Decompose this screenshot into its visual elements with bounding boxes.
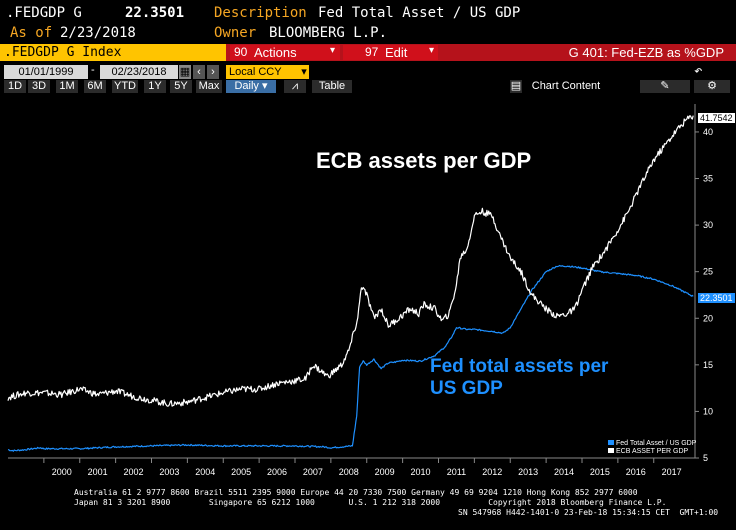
range-button-5y[interactable]: 5Y [170,80,192,93]
prev-arrow-icon[interactable]: ‹ [193,65,205,79]
ecb-series-line [7,115,694,407]
fed-series-line [7,264,694,452]
x-tick-label: 2005 [231,467,251,477]
range-button-1y[interactable]: 1Y [144,80,166,93]
chevron-down-icon: ▾ [429,45,435,56]
ecb-last-value-tag: 41.7542 [698,113,735,123]
ticker[interactable]: .FEDGDP G [6,5,82,21]
chart-area: 2000 2001 2002 2003 2004 2005 2006 2007 2008 2009… [7,104,713,477]
date-separator: - [91,64,95,76]
range-button-max[interactable]: Max [196,80,222,93]
x-tick-label: 2013 [518,467,538,477]
x-tick-label: 2014 [554,467,574,477]
x-tick-label: 2003 [159,467,179,477]
footer-line1: Australia 61 2 9777 8600 Brazil 5511 239… [74,488,638,497]
asof-date: 2/23/2018 [60,25,136,41]
chevron-down-icon: ▾ [330,45,336,56]
period-select[interactable]: Daily ▾ [226,80,276,93]
range-button-3d[interactable]: 3D [28,80,50,93]
chevron-down-icon[interactable]: ▾ [299,65,309,79]
legend-swatch-ecb [608,448,614,453]
settings-gear-icon[interactable]: ⚙ [694,80,730,93]
y-tick-label: 10 [703,406,713,416]
ecb-annotation: ECB assets per GDP [316,148,532,173]
y-tick-label: 5 [703,453,708,463]
index-bar[interactable]: .FEDGDP G Index [0,44,226,61]
fed-annotation: Fed total assets per US GDP [430,356,608,400]
y-tick-label: 40 [703,127,713,137]
description-label: Description [214,5,307,21]
asof-label: As of [10,25,53,41]
x-tick-label: 2008 [339,467,359,477]
edit-pencil-icon[interactable]: ✎ [640,80,690,93]
legend-swatch-fed [608,440,614,445]
line-chart-icon[interactable]: ⩘ [284,80,306,93]
x-tick-label: 2001 [88,467,108,477]
undo-icon[interactable]: ↶ [694,63,703,79]
legend-item-fed: Fed Total Asset / US GDP [608,440,696,448]
fed-annotation-line1: Fed total assets per [430,356,609,377]
y-tick-label: 35 [703,174,713,184]
x-tick-label: 2006 [267,467,287,477]
next-arrow-icon[interactable]: › [207,65,219,79]
y-tick-label: 25 [703,267,713,277]
x-tick-label: 2007 [303,467,323,477]
x-tick-label: 2011 [447,467,466,477]
index-label: .FEDGDP G Index [4,45,122,60]
x-tick-label: 2010 [411,467,431,477]
x-tick-label: 2009 [375,467,395,477]
x-tick-label: 2004 [195,467,215,477]
last-value: 22.3501 [125,5,185,21]
x-tick-label: 2000 [52,467,72,477]
footer-line3: SN 547968 H442-1401-0 23-Feb-18 15:34:15… [458,508,719,517]
y-tick-label: 30 [703,220,713,230]
edit-label: Edit [385,45,408,60]
owner-value: BLOOMBERG L.P. [269,25,388,41]
legend-item-ecb: ECB ASSET PER GDP [608,448,696,456]
y-tick-label: 15 [703,360,713,370]
edit-button[interactable]: 97 Edit ▾ [343,45,438,60]
x-tick-label: 2015 [590,467,610,477]
fed-annotation-line2: US GDP [430,378,503,399]
edit-num: 97 [365,45,379,59]
chart-content-button[interactable]: Chart Content [531,80,601,92]
description-value: Fed Total Asset / US GDP [318,5,521,21]
calendar-icon[interactable]: ▦ [179,65,191,79]
actions-label: Actions [254,45,297,60]
start-date-input[interactable]: 01/01/1999 [4,65,88,79]
x-tick-label: 2002 [124,467,144,477]
actions-num: 90 [234,45,248,59]
fed-last-value-tag: 22.3501 [698,293,735,303]
x-tick-label: 2016 [626,467,646,477]
range-button-1m[interactable]: 1M [56,80,78,93]
owner-label: Owner [214,25,257,41]
y-tick-label: 20 [703,313,713,323]
x-tick-label: 2012 [482,467,502,477]
range-button-1d[interactable]: 1D [4,80,26,93]
x-tick-label: 2017 [662,467,682,477]
chart-title: G 401: Fed-EZB as %GDP [568,45,724,60]
table-button[interactable]: Table [312,80,352,93]
end-date-input[interactable]: 02/23/2018 [100,65,178,79]
range-button-ytd[interactable]: YTD [112,80,138,93]
range-button-6m[interactable]: 6M [84,80,106,93]
currency-select[interactable]: Local CCY [226,65,299,79]
footer-line2: Japan 81 3 3201 8900 Singapore 65 6212 1… [74,498,667,507]
actions-button[interactable]: 90 Actions ▾ [230,45,340,60]
chart-content-icon[interactable]: ▤ [510,80,522,93]
legend: Fed Total Asset / US GDP ECB ASSET PER G… [608,440,696,456]
